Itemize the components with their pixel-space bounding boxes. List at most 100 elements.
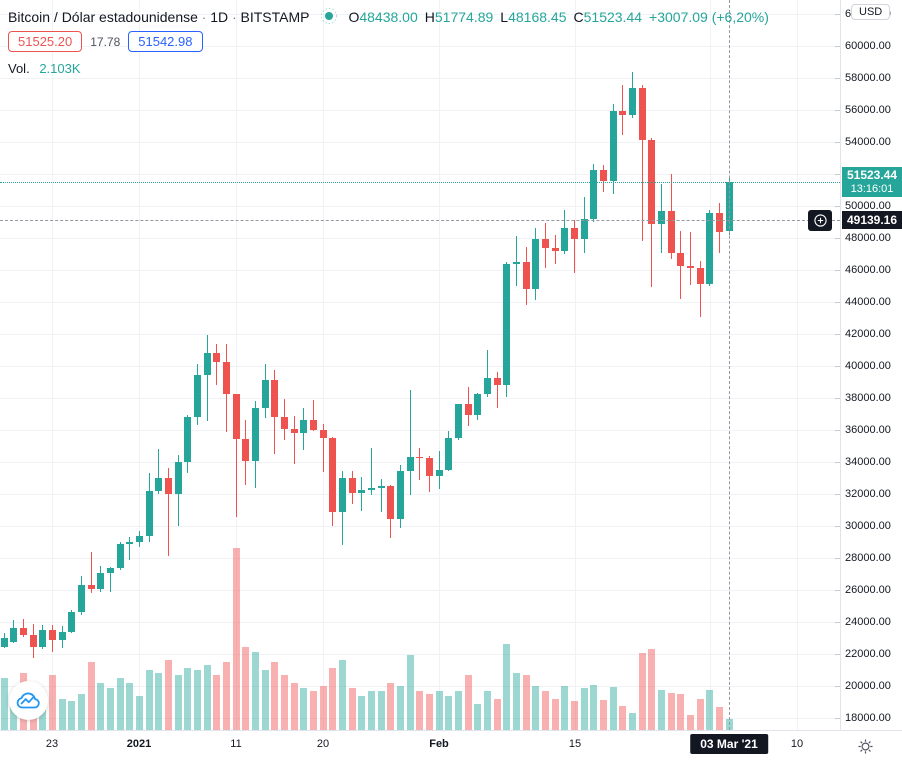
candle-body xyxy=(406,457,414,472)
volume-bar xyxy=(493,699,501,730)
ask-button[interactable]: 51542.98 xyxy=(128,31,203,52)
h-gridline xyxy=(0,78,840,79)
price-axis-tick xyxy=(835,558,840,559)
candle-body xyxy=(590,170,598,220)
crosshair-time-badge: 03 Mar '21 xyxy=(690,734,768,754)
candle-body xyxy=(396,471,404,520)
candle-wick xyxy=(109,567,111,592)
ohlc-value: 48438.00 xyxy=(359,9,418,25)
separator: · xyxy=(201,10,207,25)
price-axis-tick xyxy=(835,238,840,239)
chart-legend: Bitcoin / Dólar estadounidense · 1D · BITSTA… xyxy=(8,6,769,31)
price-axis[interactable]: 18000.00 20000.00 22000.00 24000.00 26000.00… xyxy=(835,0,902,730)
ohlc-key: O xyxy=(348,9,360,25)
candle-body xyxy=(97,572,105,590)
price-axis-tick xyxy=(835,366,840,367)
price-axis-label: 32000.00 xyxy=(845,488,891,500)
volume-bar xyxy=(242,647,250,730)
price-axis-label: 36000.00 xyxy=(845,424,891,436)
volume-bar xyxy=(280,675,288,730)
settings-gear-icon[interactable] xyxy=(850,735,880,757)
candle-wick xyxy=(293,416,295,465)
candle-body xyxy=(0,638,8,648)
bid-button[interactable]: 51525.20 xyxy=(8,31,83,52)
time-axis-label: Feb xyxy=(429,738,449,750)
candle-wick xyxy=(574,220,576,274)
currency-toggle-button[interactable]: USD xyxy=(851,4,891,20)
volume-bar xyxy=(503,644,511,730)
volume-bar xyxy=(416,691,424,730)
volume-bar xyxy=(174,675,182,730)
volume-bar xyxy=(155,673,163,730)
candle-body xyxy=(638,87,646,140)
h-gridline xyxy=(0,622,840,623)
volume-bar xyxy=(213,675,221,730)
candle-body xyxy=(203,353,211,375)
v-gridline xyxy=(323,0,324,730)
h-gridline xyxy=(0,142,840,143)
volume-bar xyxy=(609,687,617,730)
price-axis-label: 54000.00 xyxy=(845,136,891,148)
volume-bar xyxy=(716,707,724,730)
time-axis-label: 2021 xyxy=(126,738,152,750)
volume-bar xyxy=(184,668,192,730)
volume-bar xyxy=(454,691,462,730)
candle-body xyxy=(561,228,569,252)
price-axis-tick xyxy=(835,494,840,495)
interval-label[interactable]: 1D xyxy=(210,9,229,25)
volume-bar xyxy=(338,660,346,730)
add-alert-plus-button[interactable] xyxy=(808,210,832,231)
price-axis-tick xyxy=(835,206,840,207)
candle-wick xyxy=(516,235,517,286)
candle-body xyxy=(309,419,317,430)
candle-body xyxy=(106,568,114,573)
candle-wick xyxy=(206,334,208,422)
volume-bar xyxy=(706,690,714,730)
volume-bar xyxy=(193,670,201,730)
candle-body xyxy=(164,478,172,494)
volume-bar xyxy=(387,683,395,730)
symbol-title[interactable]: Bitcoin / Dólar estadounidense xyxy=(8,9,198,25)
v-gridline xyxy=(52,0,53,730)
volume-bar xyxy=(68,701,76,730)
candle-body xyxy=(116,543,124,569)
candle-body xyxy=(232,394,240,440)
candle-body xyxy=(348,478,356,493)
volume-bar xyxy=(474,704,482,730)
price-axis-label: 42000.00 xyxy=(845,328,891,340)
price-axis-label: 50000.00 xyxy=(845,200,891,212)
candle-body xyxy=(716,212,724,232)
candle-body xyxy=(658,211,666,224)
candle-body xyxy=(19,628,27,636)
candle-body xyxy=(416,457,424,459)
plus-circle-icon xyxy=(813,214,827,227)
cloud-logo-icon xyxy=(16,692,40,709)
chart-plot-area[interactable] xyxy=(0,0,840,730)
volume-bar xyxy=(58,699,66,730)
bid-ask-row: 51525.20 17.78 51542.98 xyxy=(8,31,203,52)
price-axis-label: 26000.00 xyxy=(845,584,891,596)
candle-body xyxy=(464,404,472,415)
price-axis-tick xyxy=(835,46,840,47)
candle-body xyxy=(445,438,453,470)
volume-bar xyxy=(135,696,143,730)
candle-body xyxy=(135,536,143,543)
h-gridline xyxy=(0,686,840,687)
h-gridline xyxy=(0,494,840,495)
volume-bar xyxy=(542,691,550,730)
tradingview-cloud-logo-button[interactable] xyxy=(9,681,48,720)
candle-body xyxy=(68,612,76,633)
volume-bar xyxy=(203,665,211,730)
volume-bar xyxy=(48,675,56,730)
time-axis[interactable]: 03 Mar '21 23 2021 11 20 Feb 15 10 xyxy=(0,730,902,760)
price-axis-label: 34000.00 xyxy=(845,456,891,468)
candle-body xyxy=(532,239,540,289)
bar-countdown: 13:16:01 xyxy=(850,183,894,195)
price-axis-label: 18000.00 xyxy=(845,712,891,724)
price-axis-label: 20000.00 xyxy=(845,680,891,692)
volume-bar xyxy=(251,652,259,730)
candle-body xyxy=(213,353,221,362)
candle-body xyxy=(648,139,656,224)
candle-body xyxy=(503,264,511,385)
